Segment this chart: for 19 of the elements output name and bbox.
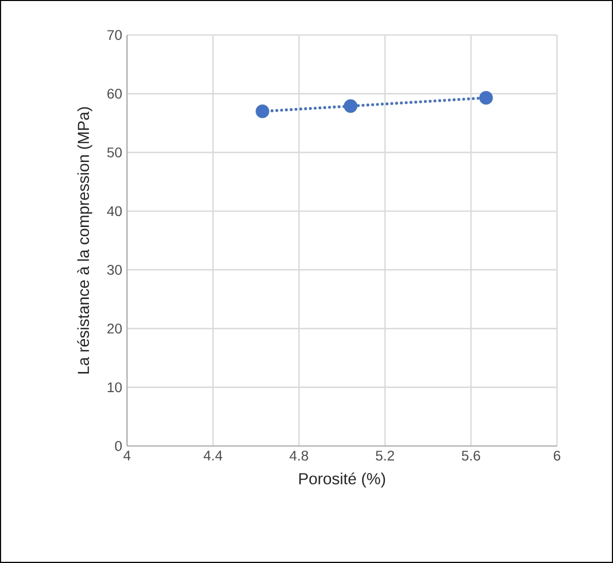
x-tick-label: 4.8 [290,450,308,461]
point [256,104,270,118]
y-axis-title: La résistance à la compression (MPa) [77,107,92,374]
point [479,91,493,105]
y-tick-label: 60 [107,88,122,99]
y-tick-label: 30 [107,264,122,275]
y-tick-label: 40 [107,206,122,216]
x-tick-label: 4.4 [204,450,222,460]
x-tick-label: 6 [554,450,560,461]
x-axis-title: Porosité (%) [299,472,385,488]
y-tick-label: 0 [115,441,122,451]
y-tick-label: 10 [108,382,122,392]
x-tick-label: 4 [123,450,130,460]
y-tick-label: 50 [107,147,122,158]
point [344,99,358,113]
x-tick-label: 5.2 [376,450,394,461]
y-tick-label: 70 [107,30,122,40]
x-tick-label: 5.6 [462,450,480,461]
y-tick-label: 20 [107,324,122,334]
